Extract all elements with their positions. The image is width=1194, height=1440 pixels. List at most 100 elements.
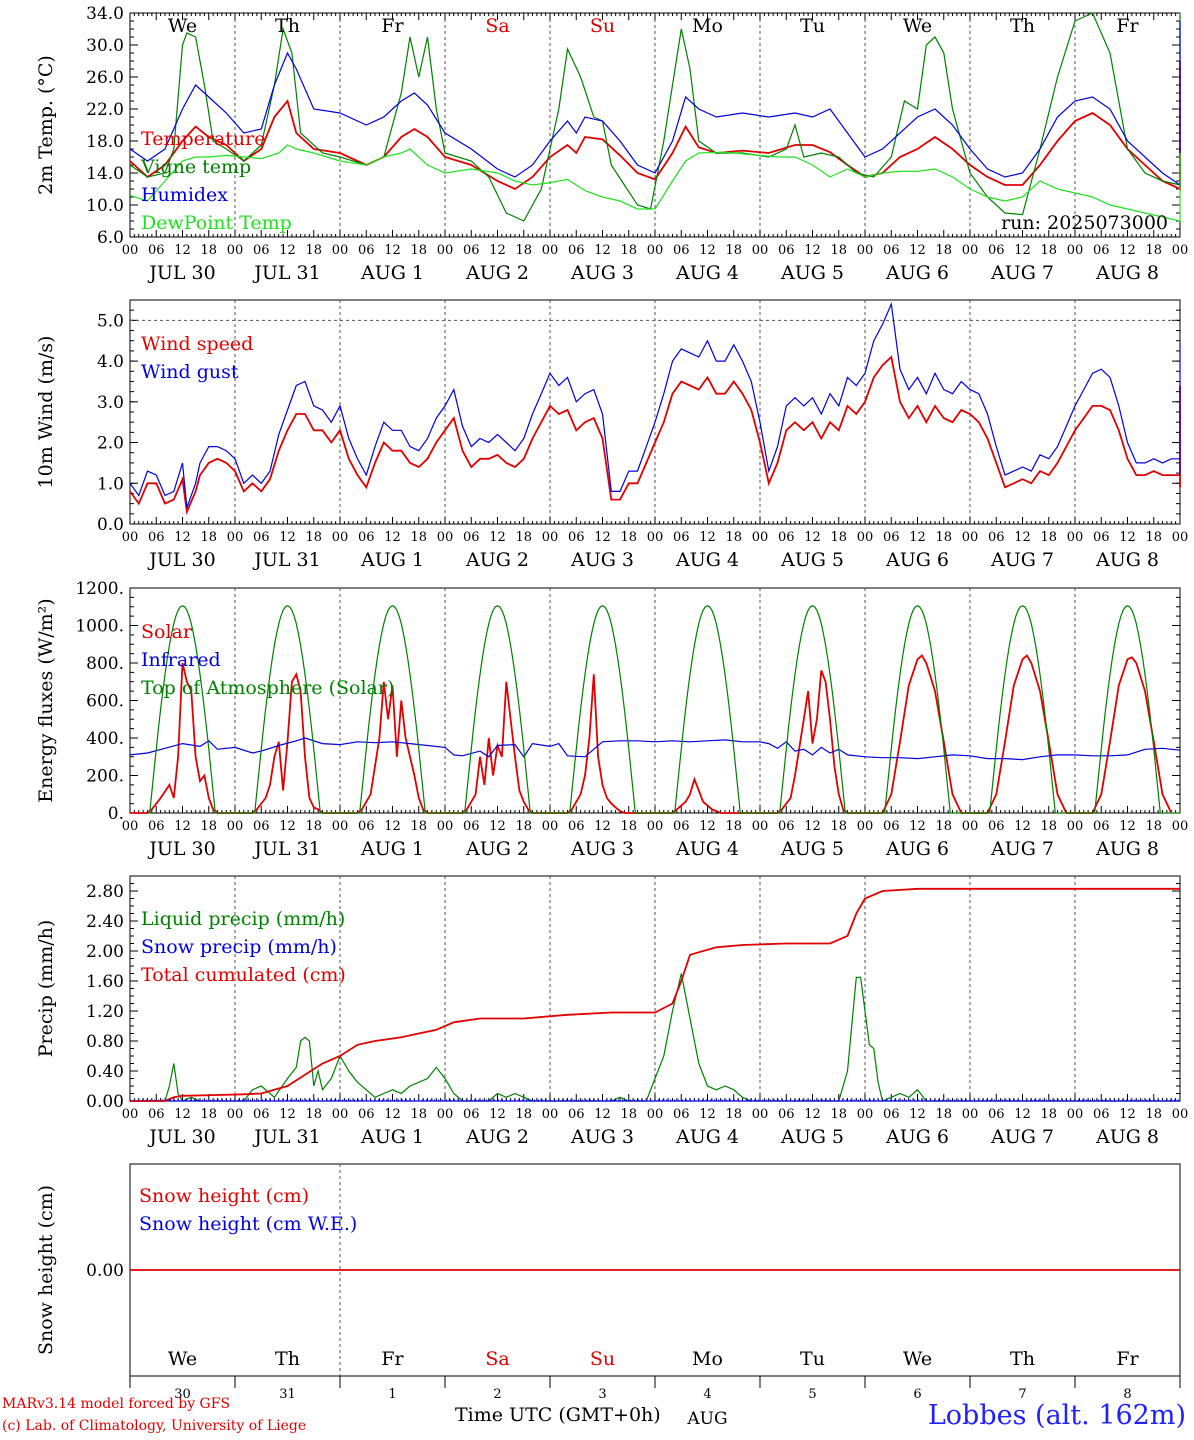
hour-tick-label: 18 [725, 530, 742, 545]
date-label: AUG 6 [885, 549, 949, 571]
hour-tick-label: 18 [1040, 530, 1057, 545]
date-label: AUG 3 [570, 549, 634, 571]
time-axis-title: Time UTC (GMT+0h) [455, 1404, 661, 1426]
hour-tick-label: 12 [804, 1107, 821, 1122]
bottom-day-number: 6 [913, 1387, 921, 1402]
hour-tick-label: 06 [988, 1107, 1005, 1122]
series-top-of-atmosphere-solar- [147, 605, 1180, 814]
series-solar [130, 654, 1173, 814]
y-tick-label: 0.0 [97, 515, 124, 535]
hour-tick-label: 18 [305, 530, 322, 545]
hour-tick-label: 18 [620, 819, 637, 834]
hour-tick-label: 12 [804, 243, 821, 258]
day-name-bottom: Su [590, 1348, 615, 1370]
hour-tick-label: 12 [699, 243, 716, 258]
hour-tick-label: 18 [620, 1107, 637, 1122]
hour-tick-label: 00 [227, 1107, 244, 1122]
bottom-day-number: 5 [808, 1387, 816, 1402]
hour-tick-label: 06 [778, 1107, 795, 1122]
hour-tick-label: 18 [1145, 1107, 1162, 1122]
lab-credit: (c) Lab. of Climatology, University of L… [2, 1418, 307, 1434]
hour-tick-label: 12 [909, 243, 926, 258]
hour-tick-label: 00 [1067, 243, 1084, 258]
date-label: AUG 3 [570, 838, 634, 860]
hour-tick-label: 00 [857, 1107, 874, 1122]
y-tick-label: 2.00 [86, 942, 124, 962]
y-tick-label: 200. [86, 767, 124, 787]
hour-tick-label: 06 [253, 530, 270, 545]
hour-tick-label: 06 [673, 530, 690, 545]
legend-entry: Solar [141, 621, 193, 643]
hour-tick-label: 18 [200, 243, 217, 258]
hour-tick-label: 06 [1093, 530, 1110, 545]
hour-tick-label: 06 [568, 819, 585, 834]
hour-tick-label: 18 [1145, 819, 1162, 834]
y-tick-label: 0.00 [86, 1261, 124, 1281]
hour-tick-label: 06 [673, 1107, 690, 1122]
date-label: AUG 5 [780, 262, 844, 284]
legend-entry: DewPoint Temp [141, 212, 292, 234]
hour-tick-label: 00 [227, 819, 244, 834]
hour-tick-label: 12 [909, 1107, 926, 1122]
series-wind-speed [129, 355, 1181, 516]
y-axis-label: Precip (mm/h) [35, 920, 57, 1058]
hour-tick-label: 06 [778, 819, 795, 834]
day-name-top: Mo [692, 15, 723, 37]
series-humidex [129, 21, 1181, 187]
model-credit: MARv3.14 model forced by GFS [2, 1396, 231, 1412]
hour-tick-label: 12 [1119, 819, 1136, 834]
day-name-bottom: Th [275, 1348, 300, 1370]
hour-tick-label: 18 [305, 819, 322, 834]
hour-tick-label: 00 [542, 1107, 559, 1122]
hour-tick-label: 18 [935, 243, 952, 258]
hour-tick-label: 12 [489, 530, 506, 545]
y-tick-label: 18.0 [86, 132, 124, 152]
hour-tick-label: 06 [778, 530, 795, 545]
day-name-bottom: Tu [800, 1348, 825, 1370]
date-label: JUL 31 [252, 838, 320, 860]
hour-tick-label: 18 [515, 819, 532, 834]
date-label: AUG 2 [465, 262, 529, 284]
hour-tick-label: 18 [305, 243, 322, 258]
hour-tick-label: 06 [358, 243, 375, 258]
y-tick-label: 4.0 [97, 352, 124, 372]
day-name-bottom: We [168, 1348, 197, 1370]
y-tick-label: 800. [86, 654, 124, 674]
hour-tick-label: 18 [515, 1107, 532, 1122]
hour-tick-label: 18 [305, 1107, 322, 1122]
bottom-day-number: 3 [598, 1387, 606, 1402]
hour-tick-label: 06 [988, 530, 1005, 545]
hour-tick-label: 12 [384, 530, 401, 545]
hour-tick-label: 00 [122, 243, 139, 258]
hour-tick-label: 00 [542, 819, 559, 834]
series-dewpoint-temp [129, 144, 1181, 222]
hour-tick-label: 06 [778, 243, 795, 258]
legend-entry: Humidex [141, 184, 228, 206]
legend-entry: Infrared [141, 649, 221, 671]
y-tick-label: 26.0 [86, 68, 124, 88]
hour-tick-label: 00 [122, 1107, 139, 1122]
hour-tick-label: 06 [988, 243, 1005, 258]
hour-tick-label: 12 [279, 530, 296, 545]
day-name-top: Fr [1116, 15, 1139, 37]
hour-tick-label: 12 [174, 819, 191, 834]
hour-tick-label: 12 [489, 243, 506, 258]
hour-tick-label: 18 [620, 530, 637, 545]
legend-entry: Snow height (cm) [139, 1185, 309, 1207]
day-name-top: Tu [800, 15, 825, 37]
legend-entry: Top of Atmosphere (Solar) [141, 677, 394, 699]
y-tick-label: 2.0 [97, 434, 124, 454]
hour-tick-label: 00 [332, 243, 349, 258]
bottom-day-number: 8 [1123, 1387, 1131, 1402]
date-label: AUG 2 [465, 1126, 529, 1148]
date-label: AUG 4 [675, 838, 739, 860]
hour-tick-label: 18 [1145, 530, 1162, 545]
date-label: AUG 5 [780, 838, 844, 860]
legend-entry: Temperature [141, 128, 265, 150]
y-tick-label: 1.0 [97, 474, 124, 494]
hour-tick-label: 18 [725, 819, 742, 834]
hour-tick-label: 18 [935, 1107, 952, 1122]
date-label: AUG 8 [1095, 262, 1159, 284]
hour-tick-label: 00 [857, 530, 874, 545]
hour-tick-label: 06 [148, 243, 165, 258]
